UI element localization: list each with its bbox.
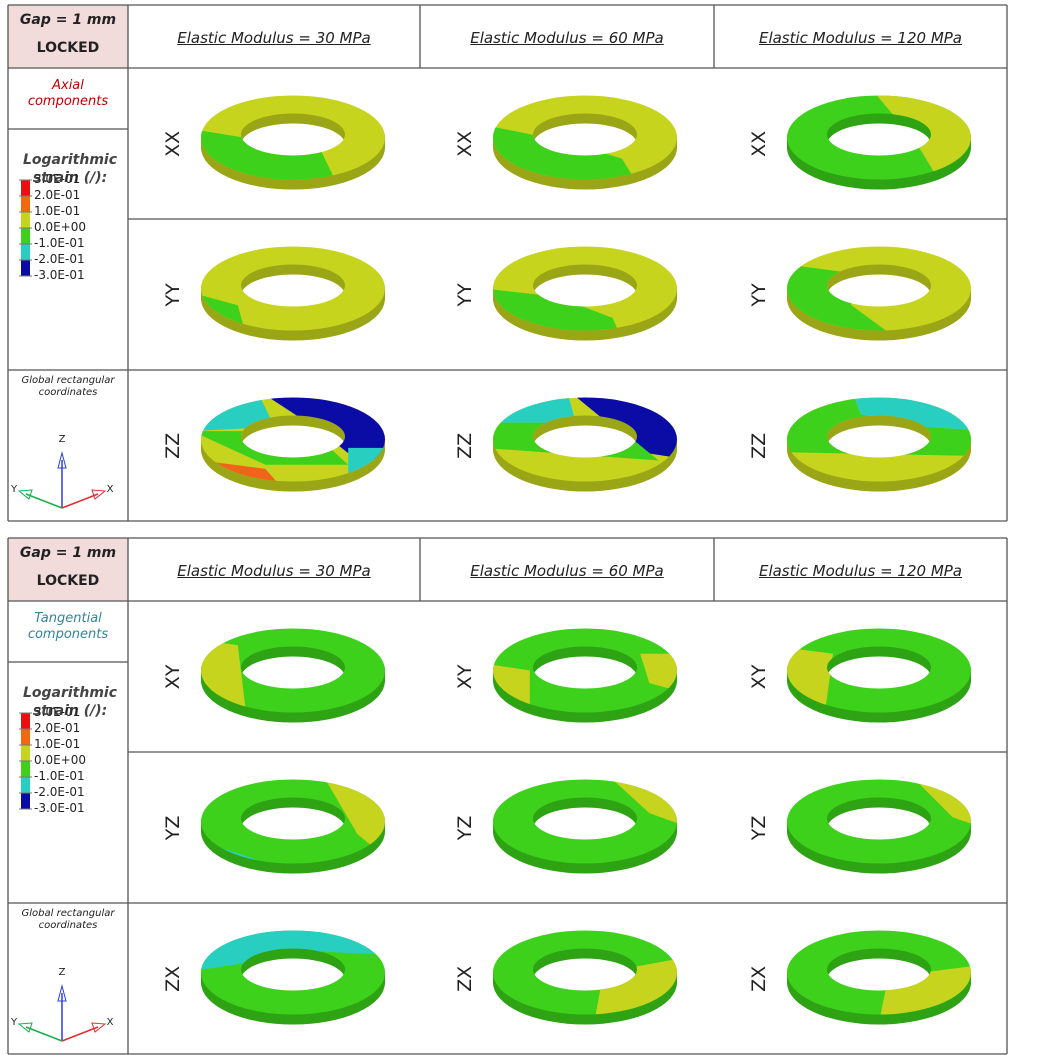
gap-label: Gap = 1 mm [8,545,128,563]
row-label: ZX [748,958,772,998]
component-label: Axial components [18,78,118,111]
legend-label: 3.0E-01 [34,705,80,720]
legend-label: 2.0E-01 [34,721,80,736]
legend-label: -3.0E-01 [34,801,85,816]
column-header: Elastic Modulus = 60 MPa [420,29,714,48]
column-header: Elastic Modulus = 120 MPa [714,562,1007,581]
legend-swatch [21,729,30,745]
legend-label: 1.0E-01 [34,204,80,219]
legend-label: 0.0E+00 [34,220,86,235]
column-header: Elastic Modulus = 30 MPa [128,562,420,581]
legend-swatch [21,745,30,761]
legend-label: -1.0E-01 [34,236,85,251]
legend-label: 3.0E-01 [34,172,80,187]
axis-label: Y [4,484,24,497]
axis-x [62,494,98,508]
legend-label: -2.0E-01 [34,252,85,267]
row-label: XY [162,656,186,696]
legend-swatch [21,196,30,212]
state-label: LOCKED [8,573,128,591]
legend-label: -2.0E-01 [34,785,85,800]
legend-label: -3.0E-01 [34,268,85,283]
legend-swatch [21,244,30,260]
axis-x [62,1027,98,1041]
axis-y [26,1027,62,1041]
axis-label: Z [52,967,72,980]
axis-label: X [100,484,120,497]
column-header: Elastic Modulus = 30 MPa [128,29,420,48]
strain-patch [484,389,576,423]
row-label: YZ [748,807,772,847]
row-label: ZX [454,958,478,998]
legend-label: 2.0E-01 [34,188,80,203]
figure: Gap = 1 mmLOCKEDElastic Modulus = 30 MPa… [0,0,1061,1055]
legend-swatch [21,228,30,244]
row-label: XY [748,656,772,696]
legend-swatch [21,777,30,793]
legend-swatch [21,260,30,276]
column-header: Elastic Modulus = 120 MPa [714,29,1007,48]
row-label: ZZ [162,425,186,465]
legend-swatch [21,212,30,228]
row-label: ZZ [454,425,478,465]
legend-swatch [21,761,30,777]
row-label: XY [454,656,478,696]
row-label: ZX [162,958,186,998]
row-label: YZ [162,807,186,847]
coordinates-label: Global rectangular coordinates [18,375,118,399]
figure-art [0,0,1061,1055]
component-label: Tangential components [18,611,118,644]
row-label: XX [748,123,772,163]
legend-label: -1.0E-01 [34,769,85,784]
legend-label: 1.0E-01 [34,737,80,752]
legend-label: 0.0E+00 [34,753,86,768]
legend-swatch [21,793,30,809]
row-label: ZZ [748,425,772,465]
state-label: LOCKED [8,40,128,58]
axis-label: Z [52,434,72,447]
row-label: YZ [454,807,478,847]
row-label: YY [748,274,772,314]
row-label: XX [162,123,186,163]
gap-label: Gap = 1 mm [8,12,128,30]
row-label: YY [454,274,478,314]
axis-y [26,494,62,508]
row-label: YY [162,274,186,314]
axis-label: X [100,1017,120,1030]
coordinates-label: Global rectangular coordinates [18,908,118,932]
column-header: Elastic Modulus = 60 MPa [420,562,714,581]
row-label: XX [454,123,478,163]
axis-label: Y [4,1017,24,1030]
